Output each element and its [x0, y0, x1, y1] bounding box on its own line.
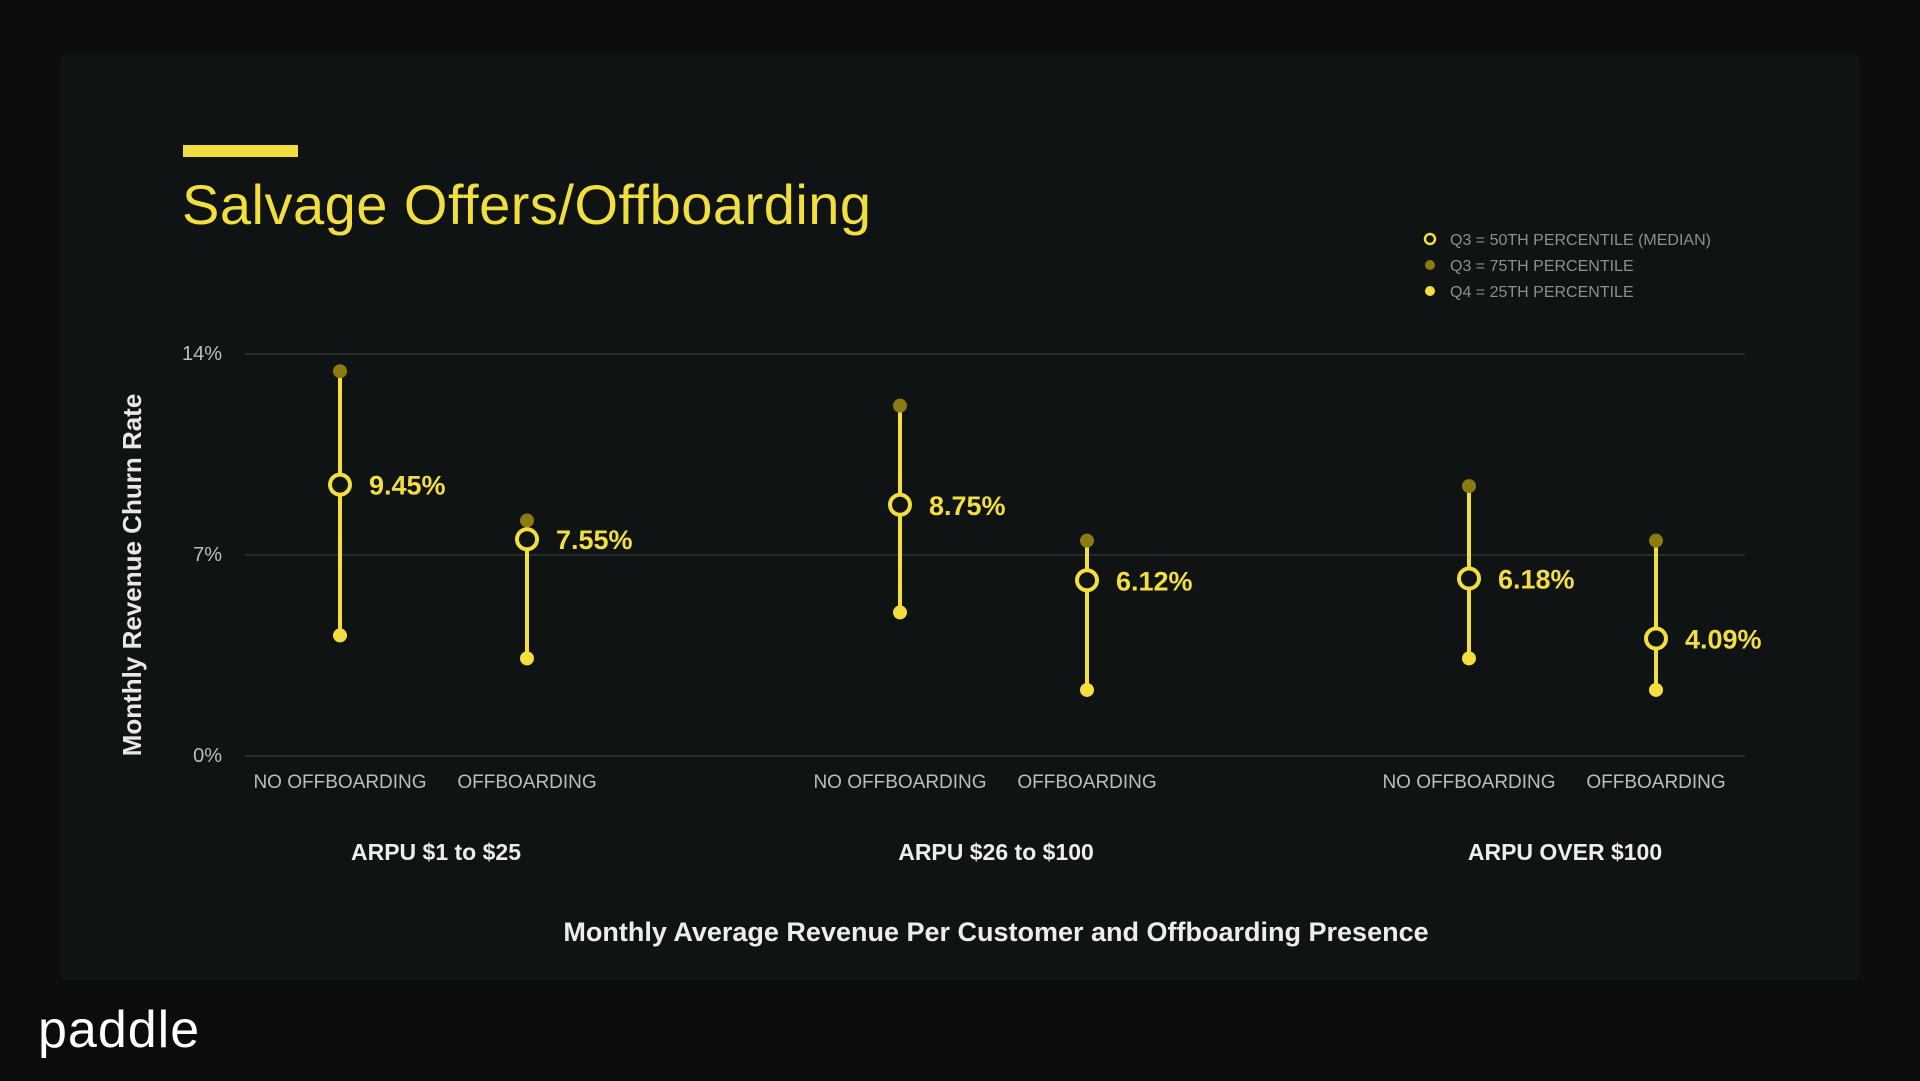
p75-point — [893, 398, 907, 413]
legend-marker-p75 — [1425, 260, 1435, 270]
p75-point — [333, 364, 347, 379]
p25-point — [520, 651, 534, 666]
title-accent-bar — [183, 145, 298, 157]
p25-point — [893, 605, 907, 620]
p25-point — [1462, 651, 1476, 666]
median-data-label: 6.12% — [1116, 566, 1193, 596]
median-point — [888, 492, 912, 517]
p25-point — [1080, 682, 1094, 697]
median-data-label: 9.45% — [369, 471, 446, 501]
legend-entry-label: Q3 = 75TH PERCENTILE — [1450, 258, 1634, 275]
category-tick-label: OFFBOARDING — [1586, 772, 1725, 793]
p25-point — [1649, 682, 1663, 697]
paddle-logo: paddle — [38, 1001, 201, 1059]
y-tick-label: 0% — [193, 745, 222, 767]
x-axis-label: Monthly Average Revenue Per Customer and… — [563, 917, 1428, 947]
p25-point — [333, 628, 347, 643]
category-tick-label: OFFBOARDING — [1017, 772, 1156, 793]
median-point — [515, 527, 539, 552]
category-tick-label: NO OFFBOARDING — [813, 772, 986, 793]
group-label: ARPU $1 to $25 — [351, 839, 521, 865]
legend-entry-label: Q3 = 50TH PERCENTILE (MEDIAN) — [1450, 232, 1711, 249]
median-point — [1075, 568, 1099, 593]
y-axis-label: Monthly Revenue Churn Rate — [117, 394, 147, 757]
p75-point — [1462, 479, 1476, 494]
median-point — [1457, 566, 1481, 591]
median-data-label: 6.18% — [1498, 565, 1575, 595]
p75-point — [520, 513, 534, 528]
legend-marker-median — [1423, 232, 1437, 246]
chart-card — [60, 55, 1860, 980]
legend-entry-label: Q4 = 25TH PERCENTILE — [1450, 284, 1634, 301]
group-label: ARPU OVER $100 — [1468, 839, 1662, 865]
y-tick-label: 7% — [193, 544, 222, 566]
p75-point — [1649, 533, 1663, 548]
median-point — [328, 472, 352, 497]
median-data-label: 4.09% — [1685, 625, 1762, 655]
median-point — [1644, 626, 1668, 651]
category-tick-label: OFFBOARDING — [457, 772, 596, 793]
category-tick-label: NO OFFBOARDING — [253, 772, 426, 793]
category-tick-label: NO OFFBOARDING — [1382, 772, 1555, 793]
p75-point — [1080, 533, 1094, 548]
median-data-label: 8.75% — [929, 491, 1006, 521]
chart-title: Salvage Offers/Offboarding — [182, 173, 872, 236]
median-data-label: 7.55% — [556, 525, 633, 555]
legend-marker-p25 — [1425, 286, 1435, 296]
y-tick-label: 14% — [182, 343, 222, 365]
group-label: ARPU $26 to $100 — [898, 839, 1094, 865]
